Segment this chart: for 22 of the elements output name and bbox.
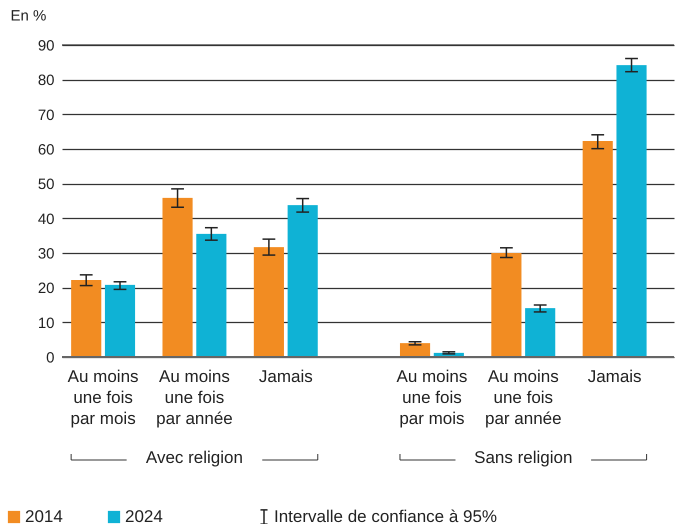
y-axis-title: En % [10,8,46,24]
y-tick-label: 10 [38,314,54,332]
text: Avec religion [146,448,243,467]
y-tick-label: 60 [38,142,54,158]
x-tick-label: Au moins une fois par mois [396,367,468,428]
x-tick-label: Au moins une fois par mois [68,367,139,428]
y-tick-label: 70 [38,106,54,124]
text: Intervalle de confiance à 95% [274,507,498,524]
y-tick-label: 50 [38,176,54,194]
legend-label: 2024 [125,507,163,524]
text: Sans religion [474,448,572,467]
x-tick-label: Jamais [588,367,642,386]
y-tick-label: 0 [46,350,54,366]
y-tick-label: 80 [38,72,54,90]
x-tick-label: Au moins une fois par année [156,367,233,428]
y-tick-label: 20 [38,280,54,298]
legend-label: 2014 [25,507,63,524]
y-tick-label: 90 [38,38,54,54]
x-tick-label: Jamais [258,367,313,386]
y-tick-label: 30 [38,246,54,262]
y-tick-label: 40 [38,210,54,228]
x-tick-label: Au moins une fois par année [484,367,562,428]
